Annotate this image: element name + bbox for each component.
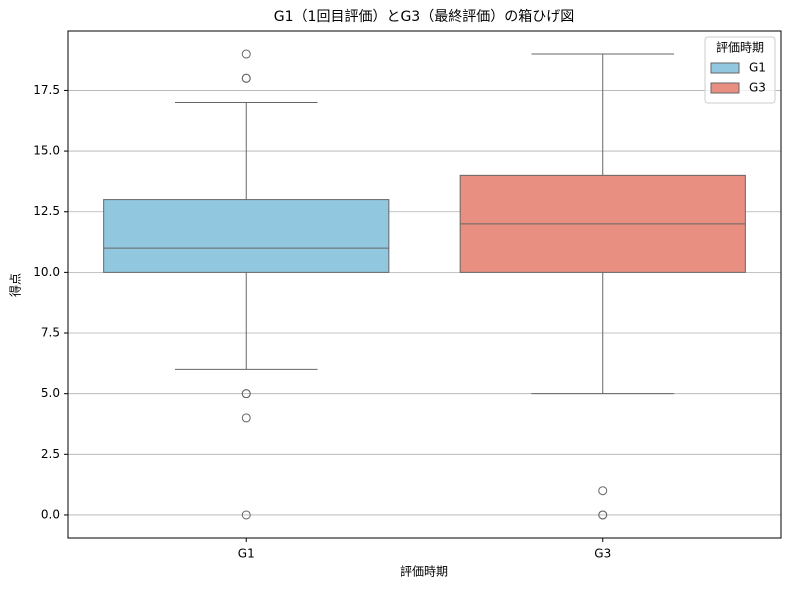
x-tick-label: G1 bbox=[238, 547, 255, 561]
legend-swatch bbox=[710, 62, 740, 74]
y-tick-label: 0.0 bbox=[41, 507, 60, 521]
y-tick-label: 17.5 bbox=[33, 83, 60, 97]
chart-title: G1（1回目評価）とG3（最終評価）の箱ひげ図 bbox=[274, 9, 574, 25]
outlier bbox=[598, 486, 608, 496]
box bbox=[103, 199, 390, 273]
outlier bbox=[241, 413, 251, 423]
legend-swatch bbox=[710, 82, 740, 94]
y-tick-label: 2.5 bbox=[41, 447, 60, 461]
y-axis-label: 得点 bbox=[8, 273, 23, 297]
outlier bbox=[241, 49, 251, 59]
outlier bbox=[241, 73, 251, 83]
legend-title: 評価時期 bbox=[716, 40, 764, 55]
outlier bbox=[241, 389, 251, 399]
y-tick-label: 10.0 bbox=[33, 265, 60, 279]
y-tick-label: 7.5 bbox=[41, 326, 60, 340]
legend-label: G3 bbox=[749, 81, 766, 95]
y-tick-label: 5.0 bbox=[41, 386, 60, 400]
x-tick-label: G3 bbox=[594, 547, 611, 561]
legend-label: G1 bbox=[749, 61, 766, 75]
y-tick-label: 15.0 bbox=[33, 144, 60, 158]
outlier bbox=[598, 510, 608, 520]
x-axis-label: 評価時期 bbox=[400, 564, 448, 579]
y-tick-label: 12.5 bbox=[33, 204, 60, 218]
plot-frame bbox=[67, 30, 782, 539]
outlier bbox=[241, 510, 251, 520]
